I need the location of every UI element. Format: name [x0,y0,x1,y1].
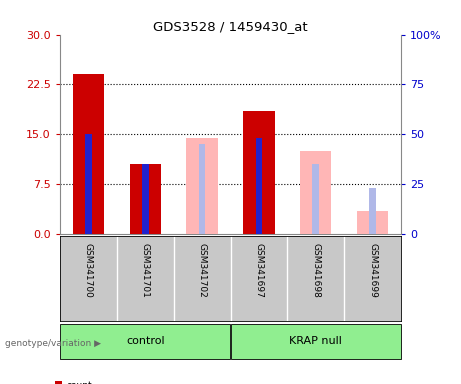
Bar [243,111,275,234]
Bar [73,74,104,234]
Bar [357,211,388,234]
Bar [142,164,148,234]
Text: GSM341701: GSM341701 [141,243,150,298]
Text: KRAP null: KRAP null [290,336,342,346]
Text: GSM341700: GSM341700 [84,243,93,298]
FancyBboxPatch shape [231,324,401,359]
FancyBboxPatch shape [60,324,230,359]
Bar [313,164,319,234]
Legend: count, percentile rank within the sample, value, Detection Call = ABSENT, rank, : count, percentile rank within the sample… [55,381,220,384]
Title: GDS3528 / 1459430_at: GDS3528 / 1459430_at [153,20,308,33]
Text: GSM341698: GSM341698 [311,243,320,298]
Bar [130,164,161,234]
Bar [186,138,218,234]
Text: GSM341702: GSM341702 [198,243,207,298]
Bar [369,188,376,234]
Bar [255,138,262,234]
Text: GSM341697: GSM341697 [254,243,263,298]
Text: genotype/variation ▶: genotype/variation ▶ [5,339,100,348]
Bar [85,134,92,234]
Text: GSM341699: GSM341699 [368,243,377,298]
Bar [300,151,331,234]
Text: control: control [126,336,165,346]
Bar [199,144,206,234]
